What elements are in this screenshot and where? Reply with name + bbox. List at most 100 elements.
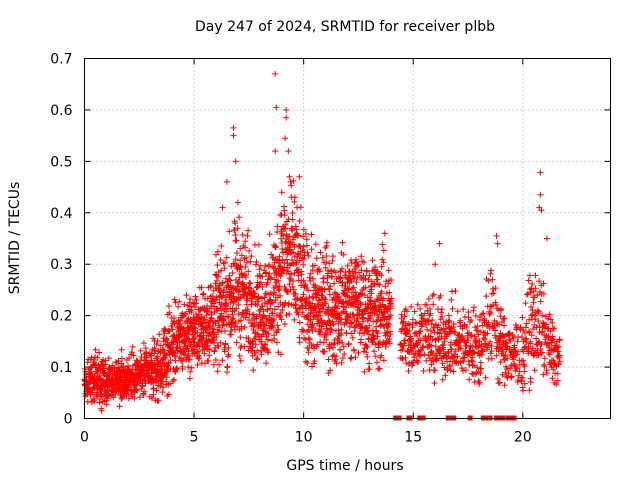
- data-point: [296, 306, 303, 313]
- data-point: [402, 337, 409, 344]
- data-point: [286, 233, 293, 240]
- data-point: [387, 312, 394, 319]
- data-point: [162, 352, 169, 359]
- data-point: [541, 355, 548, 362]
- data-point: [374, 330, 381, 337]
- data-point: [92, 353, 99, 360]
- data-point: [555, 343, 562, 350]
- data-point: [259, 283, 266, 290]
- data-point: [500, 315, 507, 322]
- data-point: [527, 340, 534, 347]
- data-point: [488, 355, 495, 362]
- data-point: [498, 307, 505, 314]
- data-point: [452, 287, 459, 294]
- data-point: [179, 358, 186, 365]
- data-point: [217, 339, 224, 346]
- data-point: [208, 315, 215, 322]
- y-axis-label: SRMTID / TECUs: [7, 182, 23, 295]
- data-point: [264, 279, 271, 286]
- data-point: [94, 354, 101, 361]
- data-point: [186, 375, 193, 382]
- data-point: [132, 382, 139, 389]
- data-point: [349, 300, 356, 307]
- data-point: [400, 318, 407, 325]
- data-point: [280, 232, 287, 239]
- data-point: [330, 341, 337, 348]
- data-point: [487, 309, 494, 316]
- data-point: [329, 257, 336, 264]
- data-point: [138, 386, 145, 393]
- data-point: [177, 317, 184, 324]
- data-point: [216, 287, 223, 294]
- data-point: [325, 270, 332, 277]
- data-point: [358, 253, 365, 260]
- data-point: [362, 275, 369, 282]
- data-point: [206, 305, 213, 312]
- data-point: [424, 326, 431, 333]
- data-point: [439, 376, 446, 383]
- data-point: [219, 357, 226, 364]
- data-point: [388, 300, 395, 307]
- data-point: [326, 286, 333, 293]
- data-point: [427, 310, 434, 317]
- data-point: [344, 262, 351, 269]
- data-point: [257, 306, 264, 313]
- data-point: [175, 303, 182, 310]
- data-point: [327, 329, 334, 336]
- data-point: [522, 324, 529, 331]
- data-point: [160, 384, 167, 391]
- data-point: [170, 341, 177, 348]
- data-point: [191, 349, 198, 356]
- data-point: [481, 315, 488, 322]
- data-point: [220, 260, 227, 267]
- data-point: [520, 387, 527, 394]
- data-point: [498, 319, 505, 326]
- data-point: [348, 319, 355, 326]
- data-point: [452, 348, 459, 355]
- data-point: [507, 365, 514, 372]
- data-point: [237, 257, 244, 264]
- data-point: [159, 389, 166, 396]
- data-point: [378, 263, 385, 270]
- data-point: [223, 300, 230, 307]
- data-point: [386, 289, 393, 296]
- data-point: [137, 357, 144, 364]
- data-point: [295, 232, 302, 239]
- data-point: [286, 281, 293, 288]
- data-point: [472, 312, 479, 319]
- data-point: [331, 304, 338, 311]
- data-point: [224, 363, 231, 370]
- data-point: [126, 366, 133, 373]
- data-point: [262, 341, 269, 348]
- spike-point: [538, 207, 545, 214]
- data-point: [244, 232, 251, 239]
- data-point: [549, 319, 556, 326]
- data-point: [129, 343, 136, 350]
- data-point: [478, 365, 485, 372]
- data-point: [110, 394, 117, 401]
- data-point: [487, 338, 494, 345]
- data-point: [296, 319, 303, 326]
- data-point: [249, 298, 256, 305]
- data-point: [438, 333, 445, 340]
- data-point: [525, 328, 532, 335]
- data-point: [252, 341, 259, 348]
- data-point: [363, 305, 370, 312]
- data-point: [242, 274, 249, 281]
- data-point: [254, 301, 261, 308]
- data-point: [379, 241, 386, 248]
- data-point: [237, 334, 244, 341]
- data-point: [221, 348, 228, 355]
- data-point: [373, 270, 380, 277]
- data-point: [373, 307, 380, 314]
- data-point: [354, 316, 361, 323]
- data-point: [291, 253, 298, 260]
- data-point: [215, 273, 222, 280]
- data-point: [266, 231, 273, 238]
- data-point: [219, 322, 226, 329]
- data-point: [312, 326, 319, 333]
- data-point: [325, 304, 332, 311]
- data-point: [457, 317, 464, 324]
- data-point: [299, 309, 306, 316]
- data-point: [440, 346, 447, 353]
